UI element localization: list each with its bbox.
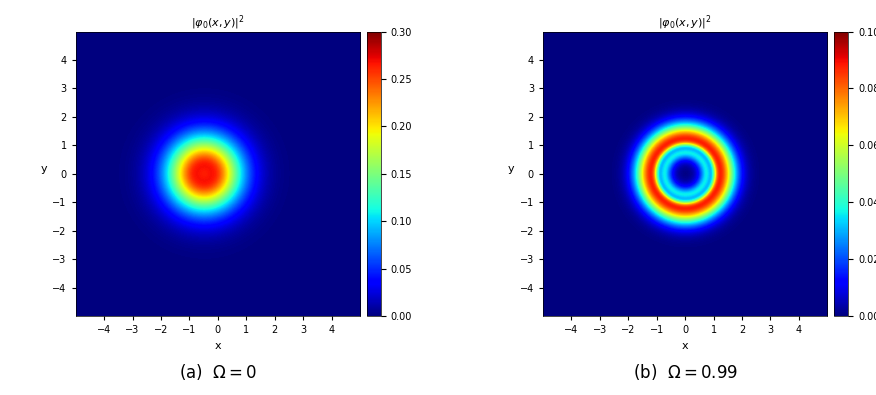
Text: (b)  $\Omega = 0.99$: (b) $\Omega = 0.99$ (632, 361, 738, 382)
X-axis label: x: x (682, 340, 689, 351)
X-axis label: x: x (215, 340, 221, 351)
Text: (a)  $\Omega = 0$: (a) $\Omega = 0$ (179, 361, 257, 382)
Y-axis label: y: y (508, 164, 514, 174)
Y-axis label: y: y (40, 164, 47, 174)
Title: $|\varphi_0(x,y)|^2$: $|\varphi_0(x,y)|^2$ (191, 13, 244, 32)
Title: $|\varphi_0(x,y)|^2$: $|\varphi_0(x,y)|^2$ (658, 13, 712, 32)
